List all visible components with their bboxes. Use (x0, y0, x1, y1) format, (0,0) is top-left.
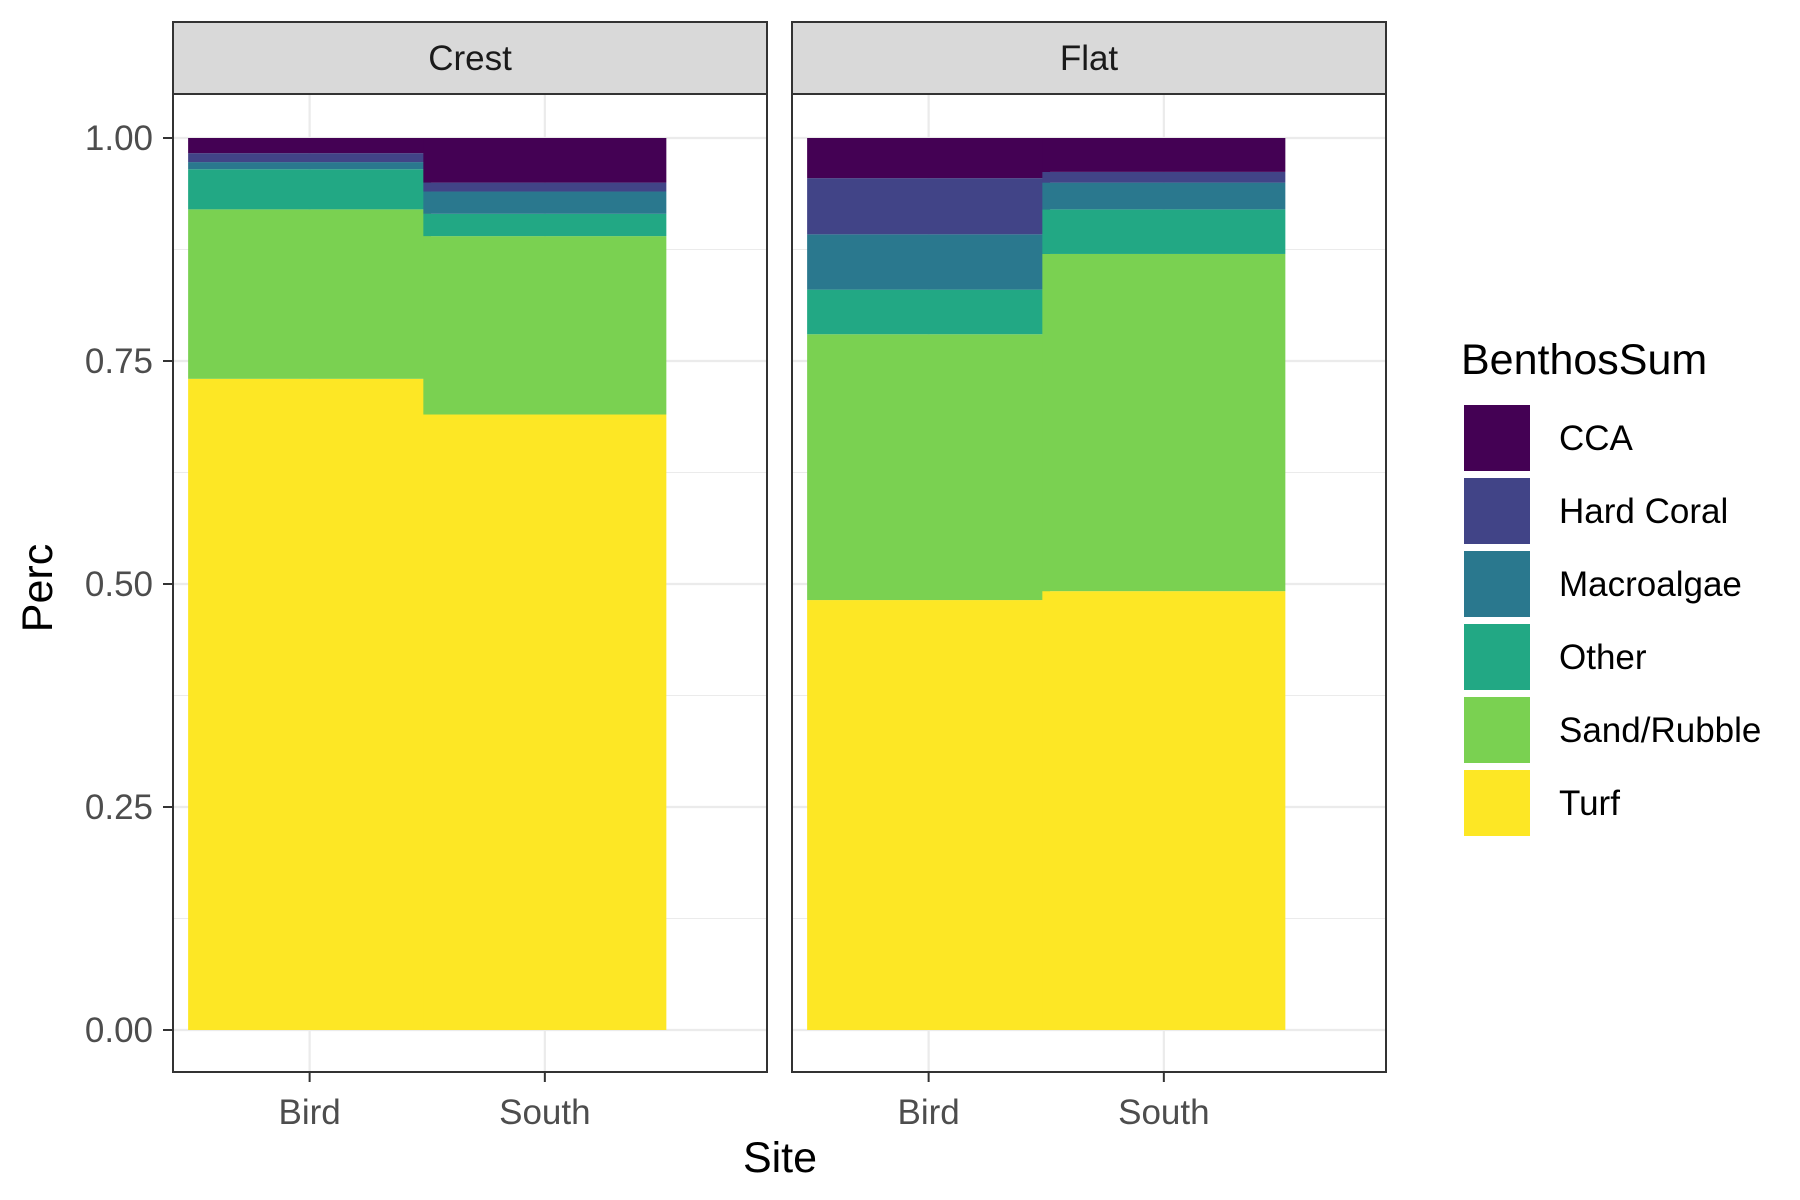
bar-crest-bird-cca (188, 138, 432, 154)
bar-crest-south-other (423, 213, 667, 237)
legend-label-hard-coral: Hard Coral (1559, 492, 1728, 531)
y-tick-label: 0.75 (85, 342, 153, 381)
y-tick-label: 1.00 (85, 119, 153, 158)
chart-panels: Crest Flat (172, 21, 1387, 1073)
panel-flat: Flat (791, 21, 1387, 1073)
x-tick-label: South (1118, 1093, 1209, 1132)
bar-crest-south-sand-rubble (423, 236, 667, 415)
bar-crest-bird-hard-coral (188, 153, 432, 163)
bar-crest-bird-sand-rubble (188, 209, 432, 379)
y-axis: 0.00 0.25 0.50 0.75 1.00 (85, 119, 173, 1050)
legend-label-turf: Turf (1559, 784, 1620, 823)
bar-flat-south-hard-coral (1042, 171, 1286, 183)
bar-flat-south-macroalgae (1042, 182, 1286, 210)
bar-crest-south-hard-coral (423, 182, 667, 192)
bar-flat-south-cca (1042, 138, 1286, 172)
bar-flat-bird-turf (807, 600, 1051, 1030)
bar-crest-south-cca (423, 138, 667, 183)
x-tick-label: South (499, 1093, 590, 1132)
bar-crest-bird-macroalgae (188, 162, 432, 170)
bar-flat-south-turf (1042, 591, 1286, 1030)
legend-key-cca (1464, 405, 1530, 471)
legend-title: BenthosSum (1461, 336, 1707, 384)
bar-flat-bird-sand-rubble (807, 334, 1051, 601)
bar-crest-bird-turf (188, 378, 432, 1031)
y-axis-title: Perc (14, 544, 62, 632)
facet-label-crest: Crest (428, 39, 512, 78)
bar-flat-south-other (1042, 209, 1286, 254)
facet-label-flat: Flat (1060, 39, 1119, 78)
legend-label-cca: CCA (1559, 419, 1634, 458)
legend-label-other: Other (1559, 638, 1647, 677)
bar-flat-south-sand-rubble (1042, 253, 1286, 592)
y-tick-label: 0.25 (85, 788, 153, 827)
x-tick-label: Bird (278, 1093, 340, 1132)
legend-label-sand-rubble: Sand/Rubble (1559, 711, 1761, 750)
x-tick-label: Bird (897, 1093, 959, 1132)
bar-flat-bird-cca (807, 138, 1051, 179)
legend-key-hard-coral (1464, 478, 1530, 544)
legend-key-other (1464, 624, 1530, 690)
y-tick-label: 0.50 (85, 565, 153, 604)
x-axis: Bird South Bird South (278, 1072, 1210, 1132)
bar-flat-bird-hard-coral (807, 178, 1051, 235)
bar-crest-south-macroalgae (423, 191, 667, 214)
legend-key-sand-rubble (1464, 697, 1530, 763)
bar-flat-bird-other (807, 289, 1051, 335)
legend-key-turf (1464, 770, 1530, 836)
bar-flat-bird-macroalgae (807, 234, 1051, 290)
bar-crest-bird-other (188, 169, 432, 210)
legend-label-macroalgae: Macroalgae (1559, 565, 1742, 604)
bar-crest-south-turf (423, 414, 667, 1030)
legend-key-macroalgae (1464, 551, 1530, 617)
x-axis-title: Site (743, 1134, 817, 1182)
legend: BenthosSum CCA Hard Coral Macroalgae Other S… (1461, 336, 1761, 836)
y-tick-label: 0.00 (85, 1011, 153, 1050)
facet-strip-flat (791, 21, 1387, 95)
panel-crest: Crest (172, 21, 768, 1073)
facet-strip-crest (172, 21, 768, 95)
